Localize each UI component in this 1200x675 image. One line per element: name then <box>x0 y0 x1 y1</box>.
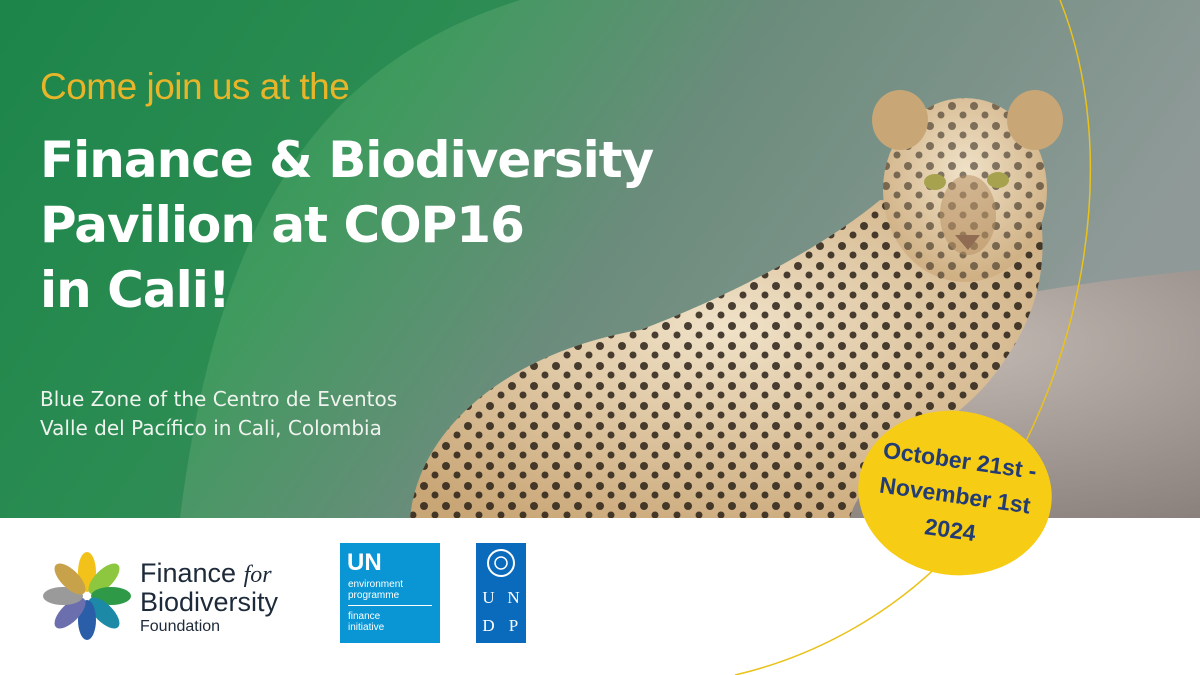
green-swoosh <box>0 0 520 518</box>
undp-letter: U <box>482 588 495 607</box>
ffb-sub: Foundation <box>140 618 221 635</box>
date-badge <box>858 410 1052 576</box>
headline-line: in Cali! <box>40 261 231 319</box>
undp-letter: P <box>508 616 519 635</box>
ffb-flower <box>43 552 131 640</box>
location-line: Blue Zone of the Centro de Eventos <box>40 387 398 411</box>
undp-logo: U N D P <box>476 543 526 643</box>
headline-line: Pavilion at COP16 <box>40 196 525 254</box>
ffb-logo: Finance for Biodiversity Foundation <box>140 560 278 636</box>
ffb-name: Finance <box>140 558 237 588</box>
unep-logo: UN environment programme finance initiat… <box>340 543 440 643</box>
location-line: Valle del Pacífico in Cali, Colombia <box>40 416 382 440</box>
undp-emblem <box>487 549 515 577</box>
unep-un: UN <box>347 549 382 576</box>
location: Blue Zone of the Centro de Eventos Valle… <box>40 385 397 443</box>
ffb-for: for <box>243 562 272 588</box>
headline: Finance & Biodiversity Pavilion at COP16… <box>40 128 654 323</box>
unep-line: environment <box>348 579 404 590</box>
intro: Come join us at the <box>40 66 350 107</box>
ffb-name2: Biodiversity <box>140 587 279 617</box>
unep-line: initiative <box>348 622 385 633</box>
unep-line: programme <box>348 590 400 601</box>
headline-line: Finance & Biodiversity <box>40 131 654 189</box>
undp-letter: N <box>507 588 520 607</box>
ffb-line: Finance for <box>140 560 278 589</box>
unep-rule <box>348 605 432 606</box>
undp-letter: D <box>482 616 495 635</box>
unep-line: finance <box>348 611 381 622</box>
